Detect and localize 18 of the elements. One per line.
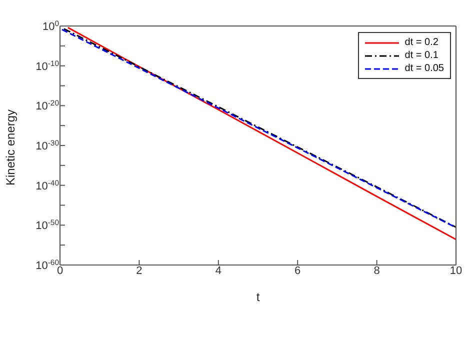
y-tick-label: 10$^{-60}$ [36,258,59,272]
y-tick-label: 10$^{-50}$ [36,218,59,232]
x-tick-label: 6 [294,265,301,277]
x-tick-label: 0 [56,265,64,277]
x-tick-label: 8 [374,265,380,277]
y-tick-label: 10$^{-10}$ [36,58,59,73]
legend-label: dt = 0.05 [404,62,444,75]
x-tick-label: 4 [215,265,222,277]
legend-label: dt = 0.1 [404,49,438,62]
y-axis-title: Kinetic energy [3,109,18,186]
y-tick-label: 10$^{0}$ [42,18,59,33]
x-axis-title: t [256,290,260,304]
y-tick-label: 10$^{-20}$ [36,98,59,113]
x-tick-label: 10 [450,265,462,277]
legend-label: dt = 0.2 [404,36,438,49]
y-tick-label: 10$^{-30}$ [36,138,59,152]
x-tick-label: 2 [136,265,142,277]
y-tick-label: 10$^{-40}$ [36,178,59,192]
